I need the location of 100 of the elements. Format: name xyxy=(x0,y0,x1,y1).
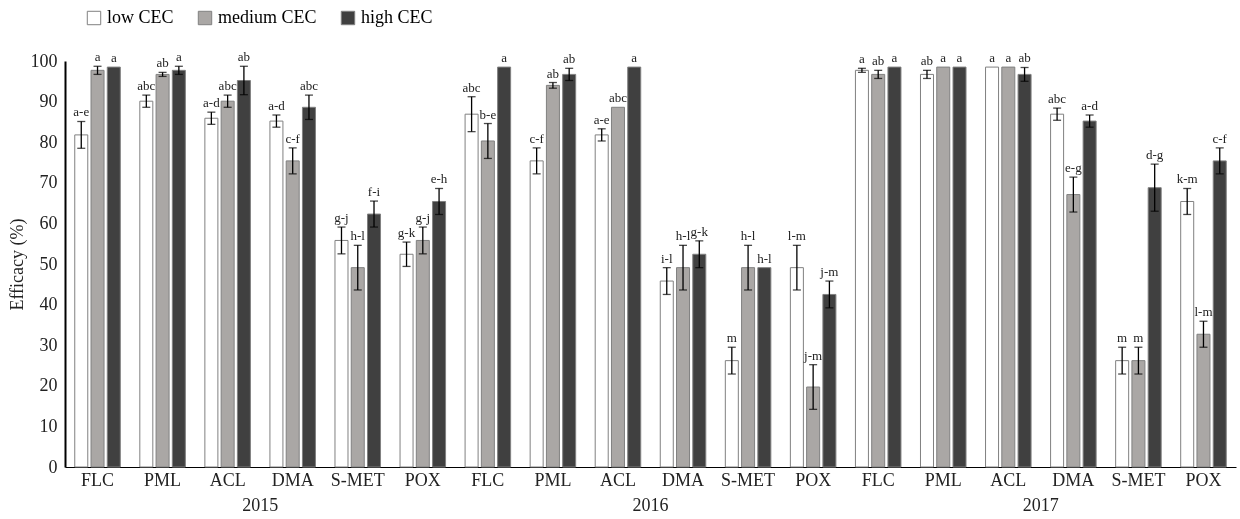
bar xyxy=(399,253,414,468)
x-tick-label: FLC xyxy=(471,469,505,490)
data-label: j-m xyxy=(803,347,823,363)
data-label: e-h xyxy=(430,171,448,187)
bar xyxy=(676,267,691,468)
x-tick-label: S-MET xyxy=(1111,469,1166,490)
data-label: c-f xyxy=(529,130,545,146)
data-label: f-i xyxy=(367,184,381,200)
data-label: a xyxy=(175,49,182,65)
bar xyxy=(692,253,707,468)
bar xyxy=(269,120,284,468)
data-label: b-e xyxy=(479,106,497,122)
bar xyxy=(724,360,739,468)
bar xyxy=(822,293,837,468)
text: 2017 xyxy=(1022,495,1059,515)
x-tick-label: ACL xyxy=(990,469,1027,490)
data-label: a xyxy=(94,49,101,65)
x-tick-label: DMA xyxy=(271,469,314,490)
data-label: h-l xyxy=(740,228,756,244)
data-label: ab xyxy=(563,51,576,67)
bar xyxy=(789,267,804,468)
bar xyxy=(854,69,869,468)
bar xyxy=(952,66,967,468)
data-label: e-g xyxy=(1065,160,1083,176)
bar xyxy=(594,134,609,468)
bar xyxy=(562,73,577,468)
bar xyxy=(1131,360,1146,468)
data-label: ab xyxy=(156,55,169,71)
text: 2015 xyxy=(242,495,279,515)
data-label: d-g xyxy=(1146,147,1164,163)
data-label: ab xyxy=(1018,50,1031,66)
x-tick-label: ACL xyxy=(599,469,636,490)
data-label: abc xyxy=(462,79,481,95)
y-tick-label: 10 xyxy=(39,415,58,436)
data-label: ab xyxy=(546,65,560,81)
data-label: l-m xyxy=(1194,304,1213,320)
data-label: m xyxy=(1133,330,1144,346)
x-tick-label: FLC xyxy=(861,469,895,490)
y-tick-label: 100 xyxy=(30,50,58,71)
data-label: a-d xyxy=(268,98,286,113)
bar xyxy=(285,160,300,468)
x-tick-label: POX xyxy=(404,469,441,490)
bar xyxy=(367,213,382,468)
y-tick-label: 30 xyxy=(39,334,58,355)
bar xyxy=(155,73,170,468)
x-tick-label: DMA xyxy=(1052,469,1095,490)
bar xyxy=(350,267,365,468)
data-label: g-j xyxy=(334,210,349,226)
legend-label: low CEC xyxy=(107,7,174,27)
bar xyxy=(806,386,821,468)
data-label: ab xyxy=(872,53,885,69)
data-label: a-e xyxy=(73,104,90,120)
data-label: a xyxy=(501,50,508,66)
y-tick-label: 20 xyxy=(39,375,58,396)
data-label: g-j xyxy=(415,210,431,226)
x-tick-label: PML xyxy=(534,469,572,490)
bar xyxy=(1212,160,1227,468)
data-label: a xyxy=(956,50,963,66)
data-label: ab xyxy=(920,53,934,69)
x-tick-label: S-MET xyxy=(330,469,385,490)
bar xyxy=(741,267,756,468)
data-label: a xyxy=(989,50,996,66)
x-tick-label: DMA xyxy=(662,469,705,490)
data-label: m xyxy=(1117,330,1128,346)
bar xyxy=(1196,333,1211,468)
data-label: h-l xyxy=(350,228,366,244)
bar xyxy=(432,200,447,468)
data-label: abc xyxy=(608,90,628,106)
bar xyxy=(659,280,674,468)
bar xyxy=(1115,360,1130,468)
legend-label: medium CEC xyxy=(218,7,317,27)
bar xyxy=(887,66,902,468)
bar xyxy=(415,239,430,468)
bar xyxy=(1050,113,1065,468)
data-label: h-l xyxy=(675,228,691,244)
y-tick-label: 80 xyxy=(39,131,58,152)
bar xyxy=(1001,66,1016,468)
bar xyxy=(529,160,544,468)
y-tick-label: 60 xyxy=(39,212,58,233)
data-label: a-e xyxy=(593,111,610,127)
data-label: abc xyxy=(299,78,319,94)
data-label: a xyxy=(1005,50,1012,66)
y-tick-label: 50 xyxy=(39,253,58,274)
bar xyxy=(301,106,316,468)
bar xyxy=(1180,200,1195,468)
bar xyxy=(334,239,349,468)
x-tick-label: ACL xyxy=(209,469,246,490)
x-tick-label: POX xyxy=(1185,469,1222,490)
bar xyxy=(1147,187,1162,468)
data-label: a xyxy=(859,51,866,67)
legend-label: high CEC xyxy=(361,7,433,27)
data-label: abc xyxy=(137,78,156,94)
data-label: a-d xyxy=(203,95,221,111)
x-tick-label: S-MET xyxy=(721,469,776,490)
y-axis-title: Efficacy (%) xyxy=(6,218,28,311)
data-label: g-k xyxy=(397,225,416,241)
data-label: m xyxy=(726,330,737,346)
data-label: h-l xyxy=(757,250,772,266)
x-tick-label: PML xyxy=(144,469,182,490)
data-label: l-m xyxy=(787,228,806,244)
